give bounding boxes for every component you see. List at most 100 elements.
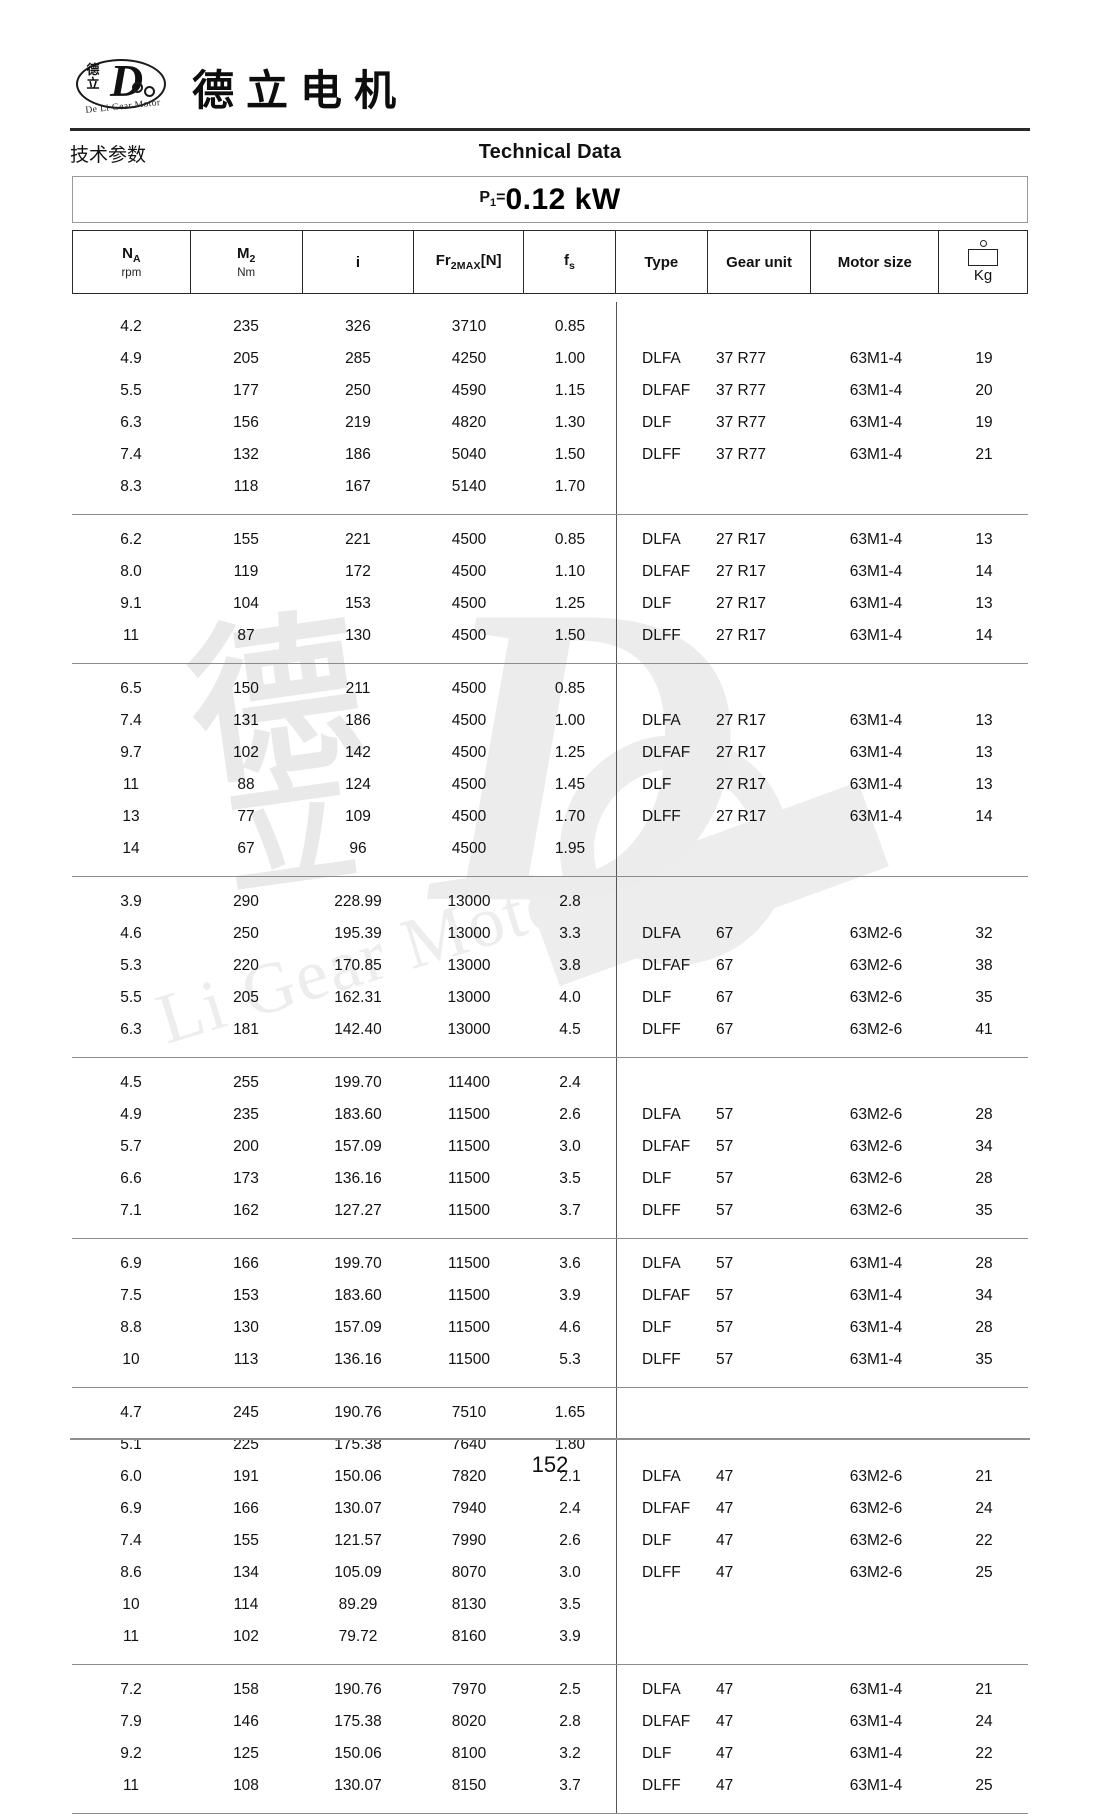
data-block: 7.2 158 190.76 7970 2.5 7.9 146 175.38 8020 2.8 9.… <box>72 1665 1028 1814</box>
cell-i: 172 <box>345 563 371 580</box>
cell-fr: 4500 <box>451 680 487 697</box>
cell-type: DLFAF <box>642 1713 691 1730</box>
table-row <box>616 673 1028 705</box>
table-row <box>616 1621 1028 1653</box>
header-cell-fs: fs <box>524 231 616 293</box>
cell-fs: 3.2 <box>559 1745 581 1762</box>
table-row <box>616 1067 1028 1099</box>
table-row: 9.7 102 142 4500 1.25 <box>72 737 616 769</box>
numeric-columns: 3.9 290 228.99 13000 2.8 4.6 250 195.39 13000 3.3… <box>72 886 616 1046</box>
cell-kg: 19 <box>975 350 993 367</box>
header-cell-fr2max: Fr2MAX[N] <box>414 231 525 293</box>
table-row: 5.7 200 157.09 11500 3.0 <box>72 1131 616 1163</box>
cell-gear: 27 R17 <box>716 744 766 761</box>
cell-gear: 47 <box>716 1532 734 1549</box>
cell-gear: 37 R77 <box>716 414 766 431</box>
cell-fr: 4250 <box>451 350 487 367</box>
cell-na: 8.6 <box>120 1564 142 1581</box>
cell-i: 186 <box>345 712 371 729</box>
cell-fs: 3.5 <box>559 1170 581 1187</box>
cell-i: 130.07 <box>334 1500 382 1517</box>
cell-motor: 63M2-6 <box>849 1532 903 1549</box>
cell-fs: 1.70 <box>554 478 586 495</box>
cell-i: 219 <box>345 414 371 431</box>
type-columns: DLFA 57 63M2-6 28 DLFAF 57 63M2-6 34 DLF 57 63M2-6… <box>616 1067 1028 1227</box>
cell-kg: 28 <box>975 1106 993 1123</box>
table-row: DLF 47 63M2-6 22 <box>616 1525 1028 1557</box>
cell-i: 157.09 <box>334 1319 382 1336</box>
table-row: 11 87 130 4500 1.50 <box>72 620 616 652</box>
cell-motor: 63M2-6 <box>849 1170 903 1187</box>
cell-na: 6.0 <box>120 1468 142 1485</box>
cell-type: DLFA <box>642 712 681 729</box>
power-rating-banner: P1= 0.12 kW <box>72 176 1028 223</box>
numeric-columns: 7.2 158 190.76 7970 2.5 7.9 146 175.38 8020 2.8 9.… <box>72 1674 616 1802</box>
cell-fs: 0.85 <box>554 531 586 548</box>
cell-fs: 2.4 <box>559 1500 581 1517</box>
cell-kg: 28 <box>975 1255 993 1272</box>
cell-na: 10 <box>122 1351 140 1368</box>
cell-na: 7.1 <box>120 1202 142 1219</box>
cell-kg: 22 <box>975 1532 993 1549</box>
cell-gear: 57 <box>716 1319 734 1336</box>
cell-fs: 1.65 <box>554 1404 586 1421</box>
column-divider <box>616 877 617 1057</box>
cell-fr: 4500 <box>451 808 487 825</box>
table-row: 7.4 155 121.57 7990 2.6 <box>72 1525 616 1557</box>
header-cell-m2: M2 Nm <box>191 231 303 293</box>
header-cell-type: Type <box>616 231 708 293</box>
cell-fs: 3.8 <box>559 957 581 974</box>
cell-type: DLFA <box>642 350 681 367</box>
table-row: 6.9 166 199.70 11500 3.6 <box>72 1248 616 1280</box>
cell-type: DLFF <box>642 1202 681 1219</box>
data-block: 4.5 255 199.70 11400 2.4 4.9 235 183.60 11500 2.6… <box>72 1058 1028 1239</box>
cell-na: 11 <box>122 776 140 793</box>
header-fs-label: fs <box>564 252 575 272</box>
cell-i: 162.31 <box>334 989 382 1006</box>
table-row: 6.6 173 136.16 11500 3.5 <box>72 1163 616 1195</box>
cell-type: DLFA <box>642 1681 681 1698</box>
cell-na: 6.2 <box>120 531 142 548</box>
cell-fr: 13000 <box>447 989 491 1006</box>
table-row: DLFF 27 R17 63M1-4 14 <box>616 801 1028 833</box>
cell-motor: 63M1-4 <box>849 1777 903 1794</box>
table-row: DLFF 47 63M2-6 25 <box>616 1557 1028 1589</box>
cell-kg: 24 <box>975 1713 993 1730</box>
cell-kg: 19 <box>975 414 993 431</box>
cell-kg: 35 <box>975 989 993 1006</box>
cell-fr: 13000 <box>447 893 491 910</box>
company-logo: 德 立 D De Li Gear Motor <box>70 50 174 124</box>
cell-type: DLFA <box>642 1106 681 1123</box>
cell-type: DLF <box>642 1532 672 1549</box>
cell-motor: 63M1-4 <box>849 776 903 793</box>
table-row: DLFF 47 63M1-4 25 <box>616 1770 1028 1802</box>
cell-gear: 57 <box>716 1202 734 1219</box>
cell-gear: 67 <box>716 925 734 942</box>
cell-na: 6.5 <box>120 680 142 697</box>
cell-i: 250 <box>345 382 371 399</box>
cell-motor: 63M1-4 <box>849 595 903 612</box>
cell-kg: 24 <box>975 1500 993 1517</box>
cell-m2: 200 <box>233 1138 259 1155</box>
table-row: DLFAF 57 63M2-6 34 <box>616 1131 1028 1163</box>
data-block: 6.9 166 199.70 11500 3.6 7.5 153 183.60 11500 3.9… <box>72 1239 1028 1388</box>
cell-type: DLF <box>642 414 672 431</box>
table-row: 6.3 156 219 4820 1.30 <box>72 407 616 439</box>
table-row: DLF 37 R77 63M1-4 19 <box>616 407 1028 439</box>
cell-fs: 1.45 <box>554 776 586 793</box>
cell-fr: 8100 <box>451 1745 487 1762</box>
cell-m2: 134 <box>233 1564 259 1581</box>
cell-na: 7.2 <box>120 1681 142 1698</box>
cell-gear: 57 <box>716 1138 734 1155</box>
type-columns: DLFA 47 63M1-4 21 DLFAF 47 63M1-4 24 DLF 47 63M1-4… <box>616 1674 1028 1802</box>
cell-fr: 4500 <box>451 840 487 857</box>
column-divider <box>616 1239 617 1387</box>
cell-gear: 57 <box>716 1351 734 1368</box>
cell-kg: 20 <box>975 382 993 399</box>
cell-gear: 47 <box>716 1713 734 1730</box>
cell-gear: 27 R17 <box>716 808 766 825</box>
table-row: 4.2 235 326 3710 0.85 <box>72 311 616 343</box>
cell-na: 4.5 <box>120 1074 142 1091</box>
cell-type: DLFA <box>642 1468 681 1485</box>
table-row: DLFAF 37 R77 63M1-4 20 <box>616 375 1028 407</box>
